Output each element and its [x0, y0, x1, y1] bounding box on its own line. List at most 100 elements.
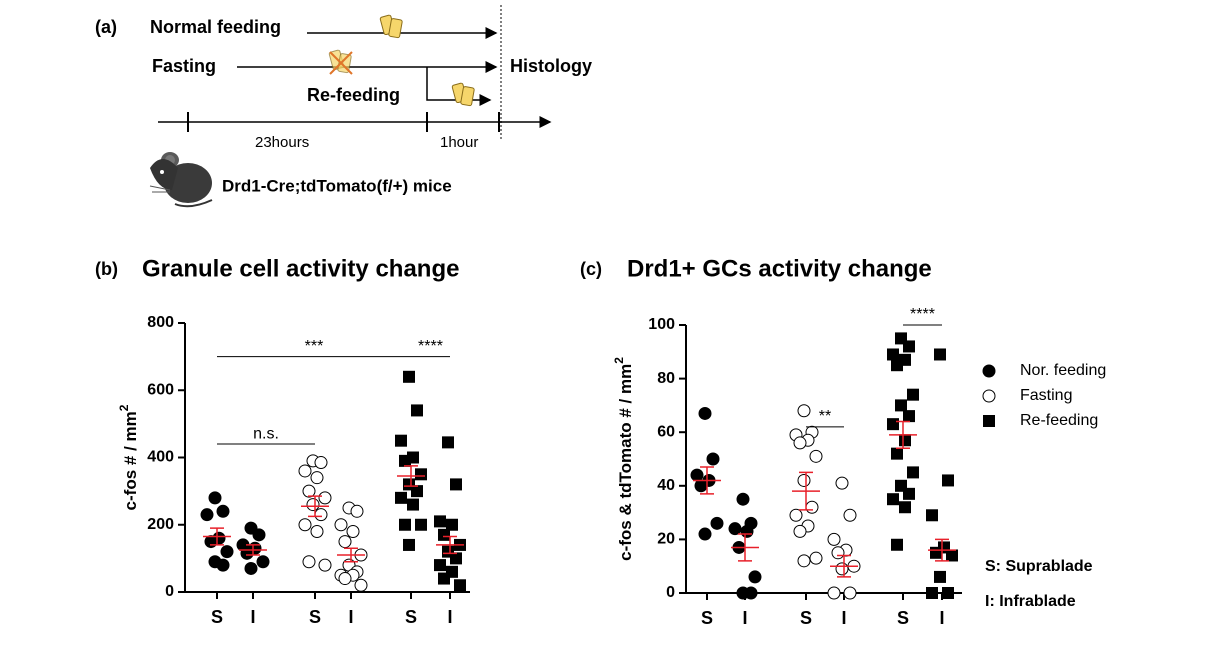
point [903, 487, 915, 500]
point [736, 492, 750, 506]
point [415, 468, 427, 481]
point [690, 468, 704, 482]
error-bar [246, 544, 260, 556]
point [926, 509, 938, 522]
point [256, 555, 270, 569]
point [200, 508, 214, 522]
error-bar [799, 471, 813, 511]
legend-label: Nor. feeding [1020, 362, 1106, 379]
endpoint-label: Histology [510, 56, 592, 76]
point [797, 473, 811, 487]
x-tick-label: S [211, 607, 223, 627]
significance-label: n.s. [253, 425, 279, 442]
point [706, 452, 720, 466]
point [793, 436, 807, 450]
point [809, 551, 823, 565]
point [407, 498, 419, 511]
point [805, 500, 819, 514]
x-tick-label: I [447, 607, 452, 627]
duration-label: 1hour [440, 134, 478, 151]
y-tick-label: 0 [666, 584, 675, 601]
chart-title: Granule cell activity change [142, 255, 459, 282]
point [244, 561, 258, 575]
x-tick-label: I [742, 608, 747, 628]
point [216, 504, 230, 518]
y-axis-label-text: c-fos & tdTomato # / mm [616, 364, 635, 561]
point [797, 404, 811, 418]
point [827, 586, 841, 600]
panel-label: (a) [95, 17, 117, 37]
point [350, 504, 364, 518]
y-tick-label: 200 [147, 516, 174, 533]
point [438, 528, 450, 541]
point [434, 559, 446, 572]
point [395, 434, 407, 447]
point [318, 558, 332, 572]
point [934, 570, 946, 583]
x-tick-label: S [405, 607, 417, 627]
point [946, 549, 958, 562]
x-tick-label: S [897, 608, 909, 628]
significance-label: *** [305, 338, 324, 355]
point [809, 449, 823, 463]
point [354, 578, 368, 592]
point [216, 558, 230, 572]
point [887, 418, 899, 431]
panel-label: (b) [95, 259, 118, 279]
point [899, 501, 911, 514]
point [252, 528, 266, 542]
error-bar [935, 538, 949, 562]
y-tick-label: 800 [147, 314, 174, 331]
point [310, 524, 324, 538]
x-tick-label: S [309, 607, 321, 627]
point [204, 535, 218, 549]
arrows [158, 5, 552, 140]
point [338, 535, 352, 549]
point [887, 348, 899, 361]
duration-label: 23hours [255, 134, 309, 151]
error-bar [837, 554, 851, 578]
y-tick-label: 100 [648, 316, 675, 333]
point [740, 524, 754, 538]
x-tick-label: S [701, 608, 713, 628]
point [835, 476, 849, 490]
point [942, 587, 954, 599]
point [302, 484, 316, 498]
significance-label: **** [910, 306, 935, 323]
point [698, 527, 712, 541]
point [338, 572, 352, 586]
point [399, 454, 411, 467]
point [983, 415, 995, 427]
point [411, 485, 423, 498]
point [907, 388, 919, 401]
point [694, 479, 708, 493]
point [903, 410, 915, 423]
y-tick-label: 600 [147, 381, 174, 398]
y-tick-label: 40 [657, 477, 675, 494]
point [827, 532, 841, 546]
point [346, 524, 360, 538]
point [415, 518, 427, 531]
point [835, 562, 849, 576]
point [438, 572, 450, 585]
point [334, 518, 348, 532]
y-axis-label: c-fos # / mm2 [117, 404, 140, 510]
x-tick-label: I [348, 607, 353, 627]
point [895, 399, 907, 412]
point [454, 579, 466, 592]
point [797, 554, 811, 568]
point [930, 546, 942, 559]
point [395, 491, 407, 504]
point [240, 546, 254, 560]
x-tick-label: I [841, 608, 846, 628]
legend-label: Re-feeding [1020, 412, 1098, 429]
point [208, 491, 222, 505]
point [298, 518, 312, 532]
point [220, 545, 234, 559]
point [843, 586, 857, 600]
note: S: Suprablade [985, 558, 1093, 575]
food-icons [328, 14, 475, 107]
x-tick-label: I [250, 607, 255, 627]
point [302, 555, 316, 569]
note: I: Infrablade [985, 593, 1076, 610]
